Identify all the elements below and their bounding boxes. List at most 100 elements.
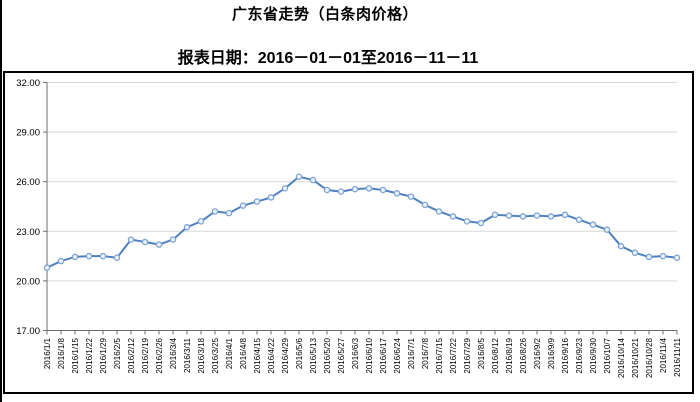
data-point-marker: [43, 264, 51, 271]
data-point-marker: [421, 201, 429, 209]
x-tick-label: 2016/3/25: [211, 337, 220, 373]
data-point-marker: [183, 223, 191, 231]
data-point-marker: [225, 209, 233, 217]
data-point-marker: [575, 216, 583, 223]
data-point-marker: [631, 249, 639, 257]
data-point-marker: [505, 212, 513, 219]
x-tick-label: 2016/6/17: [379, 337, 388, 373]
page-left-border-line: [0, 0, 2, 402]
chart-subtitle: 报表日期：2016－01－01至2016－11－11: [177, 50, 479, 67]
x-tick-label: 2016/5/27: [337, 337, 346, 373]
data-point-marker: [617, 242, 625, 250]
data-point-marker: [491, 211, 499, 219]
x-tick-label: 2016/2/26: [155, 337, 164, 373]
x-tick-label: 2016/1/22: [85, 337, 94, 373]
x-tick-label: 2016/10/14: [617, 337, 626, 378]
x-tick-label: 2016/1/15: [71, 337, 80, 373]
x-tick-label: 2016/7/29: [463, 337, 472, 373]
data-point-marker: [589, 221, 597, 228]
data-point-marker: [603, 226, 611, 233]
x-tick-label: 2016/10/21: [631, 337, 640, 378]
chart-frame: [3, 71, 694, 394]
x-tick-label: 2016/10/7: [603, 337, 612, 373]
x-tick-label: 2016/9/9: [547, 337, 556, 369]
x-tick-label: 2016/8/26: [519, 337, 528, 373]
x-tick-label: 2016/7/8: [421, 337, 430, 369]
x-tick-label: 2016/1/8: [57, 337, 66, 369]
x-tick-label: 2016/9/30: [589, 337, 598, 373]
chart-title: 广东省走势（白条肉价格）: [231, 6, 419, 23]
axes: [43, 82, 678, 335]
x-tick-label: 2016/4/22: [267, 337, 276, 373]
data-point-marker: [533, 212, 541, 219]
data-point-marker: [211, 208, 219, 215]
data-point-marker: [463, 218, 471, 225]
x-tick-label: 2016/6/10: [365, 337, 374, 373]
data-point-marker: [169, 236, 177, 243]
x-tick-label: 2016/3/11: [183, 337, 192, 373]
y-tick-label: 23.00: [16, 227, 40, 238]
data-point-marker: [323, 186, 331, 194]
x-tick-label: 2016/9/16: [561, 337, 570, 373]
x-tick-label: 2016/7/1: [407, 337, 416, 369]
x-tick-label: 2016/3/4: [169, 337, 178, 369]
x-tick-label: 2016/4/29: [281, 337, 290, 373]
data-point-marker: [155, 241, 163, 248]
y-tick-label: 29.00: [16, 128, 40, 139]
data-point-marker: [71, 253, 79, 261]
data-point-marker: [351, 185, 359, 193]
data-point-marker: [547, 213, 555, 220]
x-tick-label: 2016/3/18: [197, 337, 206, 373]
x-tick-label: 2016/4/8: [239, 337, 248, 369]
data-point-marker: [239, 202, 247, 209]
data-point-marker: [267, 194, 275, 201]
x-tick-label: 2016/11/11: [673, 337, 682, 376]
data-point-marker: [393, 190, 401, 197]
y-gridlines: [47, 82, 677, 282]
x-tick-label: 2016/7/15: [435, 337, 444, 373]
x-tick-label: 2016/8/19: [505, 337, 514, 373]
series-line: [46, 175, 678, 269]
x-tick-label: 2016/4/15: [253, 337, 262, 373]
x-tick-label: 2016/6/24: [393, 337, 402, 373]
data-point-marker: [449, 213, 457, 220]
data-point-marker: [673, 254, 681, 262]
data-point-marker: [659, 252, 667, 260]
data-point-marker: [197, 218, 205, 225]
data-point-marker: [85, 252, 93, 260]
y-axis-labels: 17.00 20.00 23.00 26.00 29.00 32.00: [16, 78, 40, 337]
y-tick-label: 26.00: [16, 177, 40, 188]
data-point-marker: [113, 254, 121, 262]
data-point-marker: [295, 173, 303, 180]
data-point-marker: [57, 257, 65, 265]
x-tick-label: 2016/5/20: [323, 337, 332, 373]
y-tick-label: 20.00: [16, 276, 40, 287]
x-tick-label: 2016/11/4: [659, 337, 668, 373]
data-point-markers: [43, 173, 681, 271]
x-axis-labels: 2016/1/1 2016/1/8 2016/1/15 2016/1/22 2016/1…: [43, 337, 682, 378]
x-tick-label: 2016/2/5: [113, 337, 122, 369]
data-point-marker: [99, 252, 107, 260]
x-tick-label: 2016/4/1: [225, 337, 234, 369]
x-tick-label: 2016/2/19: [141, 337, 150, 373]
data-point-marker: [253, 198, 261, 205]
y-tick-label: 17.00: [16, 326, 40, 337]
x-tick-label: 2016/9/23: [575, 337, 584, 373]
data-point-marker: [561, 211, 569, 219]
x-tick-label: 2016/2/12: [127, 337, 136, 373]
data-point-marker: [435, 208, 443, 215]
data-point-marker: [337, 188, 345, 195]
x-tick-label: 2016/7/22: [449, 337, 458, 373]
data-point-marker: [281, 185, 289, 192]
x-tick-label: 2016/10/28: [645, 337, 654, 378]
x-tick-label: 2016/8/12: [491, 337, 500, 373]
x-tick-label: 2016/9/2: [533, 337, 542, 369]
data-point-marker: [477, 219, 485, 227]
x-tick-label: 2016/5/13: [309, 337, 318, 373]
data-point-marker: [127, 236, 135, 243]
x-tick-label: 2016/6/3: [351, 337, 360, 369]
data-point-marker: [365, 185, 373, 192]
data-point-marker: [309, 176, 317, 184]
x-tick-label: 2016/8/5: [477, 337, 486, 369]
